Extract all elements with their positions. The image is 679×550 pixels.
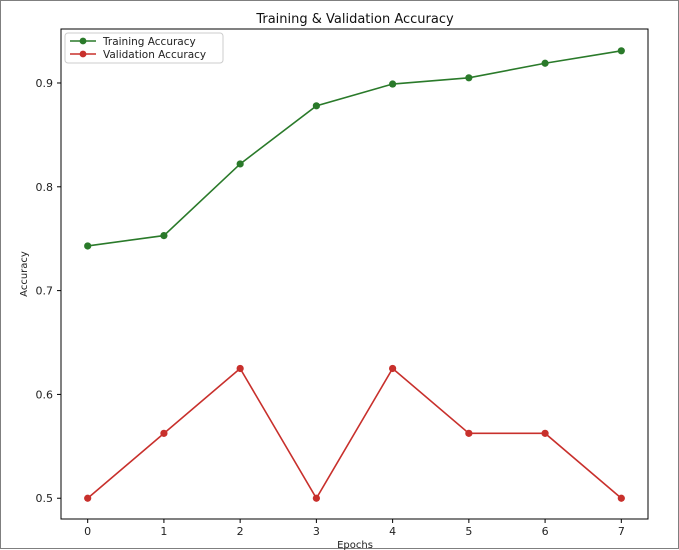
x-tick-label: 2 bbox=[237, 525, 244, 538]
chart-title: Training & Validation Accuracy bbox=[255, 12, 454, 27]
x-tick-label: 0 bbox=[84, 525, 91, 538]
x-tick-label: 7 bbox=[618, 525, 625, 538]
y-tick-label: 0.7 bbox=[36, 285, 54, 298]
validation-accuracy-point bbox=[236, 364, 244, 373]
validation-accuracy-line bbox=[87, 367, 622, 500]
training-accuracy-point bbox=[389, 80, 397, 88]
training-accuracy-line bbox=[87, 50, 622, 247]
validation-accuracy-point bbox=[541, 429, 549, 437]
y-tick-label: 0.9 bbox=[36, 77, 54, 90]
validation-accuracy-point bbox=[465, 429, 473, 437]
validation-accuracy-point bbox=[160, 429, 168, 437]
x-tick-label: 3 bbox=[313, 525, 320, 538]
legend-box bbox=[64, 32, 224, 64]
x-tick-label: 1 bbox=[160, 525, 167, 538]
training-accuracy-legend-label: Training Accuracy bbox=[102, 36, 196, 48]
y-axis-label: Accuracy bbox=[19, 251, 30, 297]
validation-accuracy-point bbox=[84, 494, 92, 502]
validation-accuracy-point bbox=[312, 494, 320, 502]
validation-accuracy-legend-label: Validation Accuracy bbox=[103, 49, 206, 61]
validation-accuracy-legend-marker bbox=[79, 50, 87, 58]
training-accuracy-point bbox=[465, 74, 473, 82]
x-axis-label: Epochs bbox=[337, 540, 373, 550]
training-accuracy-point bbox=[84, 242, 92, 250]
validation-accuracy-point bbox=[617, 494, 625, 502]
plot-area bbox=[60, 28, 649, 520]
training-accuracy-legend-marker bbox=[79, 37, 87, 45]
training-accuracy-point bbox=[541, 59, 549, 67]
y-tick-label: 0.8 bbox=[36, 181, 54, 194]
validation-accuracy-point bbox=[389, 364, 397, 373]
y-axis-ticks: 0.5 0.6 0.7 0.8 0.9 bbox=[36, 77, 61, 505]
series-layer bbox=[84, 47, 625, 502]
y-tick-label: 0.5 bbox=[36, 492, 54, 505]
training-accuracy-point bbox=[617, 47, 625, 55]
x-tick-label: 6 bbox=[542, 525, 549, 538]
training-accuracy-point bbox=[160, 231, 168, 240]
x-tick-label: 4 bbox=[389, 525, 396, 538]
training-accuracy-point bbox=[312, 102, 320, 110]
training-accuracy-point bbox=[236, 160, 244, 168]
x-axis-ticks: 0 1 2 3 4 5 6 7 bbox=[84, 519, 625, 538]
y-tick-label: 0.6 bbox=[36, 388, 54, 401]
x-tick-label: 5 bbox=[465, 525, 472, 538]
